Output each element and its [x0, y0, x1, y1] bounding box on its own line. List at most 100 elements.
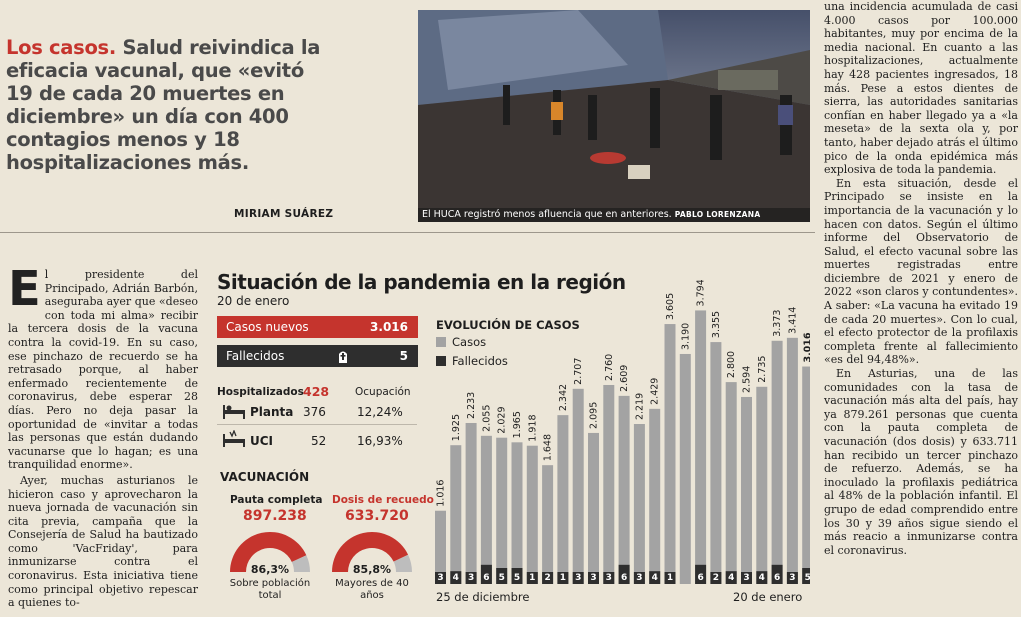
bar-casos [771, 340, 783, 584]
bar-fallecidos [618, 564, 630, 584]
label-fallecidos: 3 [606, 573, 612, 583]
label-casos: 2.609 [619, 365, 630, 392]
label-casos: 2.707 [573, 358, 584, 385]
label-fallecidos: 6 [774, 573, 780, 583]
bar-fallecidos [557, 572, 569, 584]
bar-casos [450, 445, 462, 584]
label-fallecidos: 1 [560, 573, 566, 583]
bar-fallecidos [450, 571, 462, 584]
bar-casos [557, 415, 569, 584]
bar-casos [679, 353, 691, 584]
bar-fallecidos [664, 572, 676, 584]
article-right-p2: En esta situación, desde el Principado s… [824, 176, 1018, 367]
bar-fallecidos [603, 572, 615, 584]
cases-bar-chart: 3 1.016 4 1.925 3 2.233 6 2.055 5 2.029 5 1.965 1 1.9… [435, 280, 810, 584]
ward-label: Planta [250, 405, 294, 419]
label-fallecidos: 4 [453, 573, 459, 583]
bar-fallecidos [756, 571, 768, 584]
photo-caption: El HUCA registró menos afluencia que en … [418, 208, 810, 222]
dropcap: E [8, 261, 41, 317]
bar-casos [802, 366, 810, 584]
bar-casos [465, 422, 477, 584]
label-casos: 3.190 [680, 323, 691, 350]
label-fallecidos: 3 [636, 573, 642, 583]
label-casos: 1.648 [543, 434, 554, 461]
bar-fallecidos [572, 572, 584, 584]
label-fallecidos: 2 [544, 573, 550, 583]
label-casos: 2.429 [650, 378, 661, 405]
bar-casos [603, 384, 615, 584]
legend-deaths: Fallecidos [436, 354, 508, 368]
label-fallecidos: 4 [759, 573, 765, 583]
bar-fallecidos [771, 564, 783, 584]
bar-casos [756, 386, 768, 584]
bar-fallecidos [786, 572, 798, 584]
label-casos: 2.342 [558, 384, 569, 411]
bar-casos [526, 445, 538, 584]
bar-casos [725, 382, 737, 584]
article-left-p2: Ayer, muchas asturianos le hicieron caso… [8, 473, 198, 610]
chart-title: EVOLUCIÓN DE CASOS [436, 318, 580, 332]
legend-cases: Casos [436, 335, 486, 349]
section-divider [0, 232, 815, 233]
bar-casos [695, 310, 707, 584]
booster-pct: 85,8% [352, 563, 392, 576]
full-schedule-gauge-remaining [291, 555, 310, 572]
booster-gauge [332, 532, 412, 572]
bar-fallecidos [542, 572, 554, 584]
full-schedule-pct: 86,3% [250, 563, 290, 576]
legend-cases-swatch [436, 337, 446, 347]
booster-sub: Mayores de 40 años [335, 578, 409, 601]
icu-label: UCI [250, 434, 274, 448]
bar-fallecidos [802, 568, 810, 584]
bar-fallecidos [710, 572, 722, 584]
label-fallecidos: 3 [743, 573, 749, 583]
full-schedule-gauge [230, 532, 310, 572]
bar-fallecidos [465, 572, 477, 584]
label-casos: 1.925 [451, 414, 462, 441]
legend-deaths-swatch [436, 356, 446, 366]
booster-value: 633.720 [345, 508, 409, 524]
row-divider [217, 424, 417, 425]
bar-fallecidos [496, 568, 508, 584]
bar-fallecidos [633, 572, 645, 584]
full-schedule-gauge-filled [230, 532, 307, 572]
deaths-box: Fallecidos 5 [217, 345, 418, 367]
bar-fallecidos [480, 564, 492, 584]
label-fallecidos: 3 [468, 573, 474, 583]
infographic-date: 20 de enero [217, 294, 290, 308]
label-fallecidos: 3 [437, 573, 443, 583]
headline-lead: Los casos. [6, 36, 116, 59]
booster-gauge-remaining [393, 554, 412, 572]
bed-icon [223, 405, 245, 419]
icu-value: 52 [311, 434, 327, 448]
label-casos: 1.918 [527, 414, 538, 441]
tombstone-icon [339, 351, 347, 363]
news-photo [418, 10, 810, 222]
label-casos: 3.016 [803, 332, 810, 362]
bar-fallecidos [649, 571, 661, 584]
label-casos: 2.029 [497, 406, 508, 433]
bar-casos [496, 437, 508, 584]
label-casos: 3.605 [665, 293, 676, 320]
label-fallecidos: 3 [575, 573, 581, 583]
label-fallecidos: 5 [805, 573, 810, 583]
new-cases-value: 3.016 [370, 320, 408, 334]
label-fallecidos: 5 [514, 573, 520, 583]
headline-text: Salud reivindica la eficacia vacunal, qu… [6, 36, 321, 174]
full-schedule-label: Pauta completa [230, 494, 323, 506]
bar-fallecidos [511, 568, 523, 584]
label-casos: 2.233 [466, 392, 477, 419]
headline: Los casos. Salud reivindica la eficacia … [6, 36, 336, 174]
bar-fallecidos [725, 571, 737, 584]
bar-casos [633, 423, 645, 584]
hospitalized-value: 428 [303, 384, 330, 399]
bar-casos [588, 432, 599, 584]
new-cases-label: Casos nuevos [226, 320, 309, 334]
full-schedule-value: 897.238 [243, 508, 307, 524]
full-schedule-sub: Sobre población total [229, 578, 311, 601]
bar-casos [480, 435, 492, 584]
label-casos: 2.055 [481, 405, 492, 432]
bar-casos [435, 510, 446, 584]
article-left-column: E l presidente del Principado, Adrián Ba… [8, 261, 198, 610]
